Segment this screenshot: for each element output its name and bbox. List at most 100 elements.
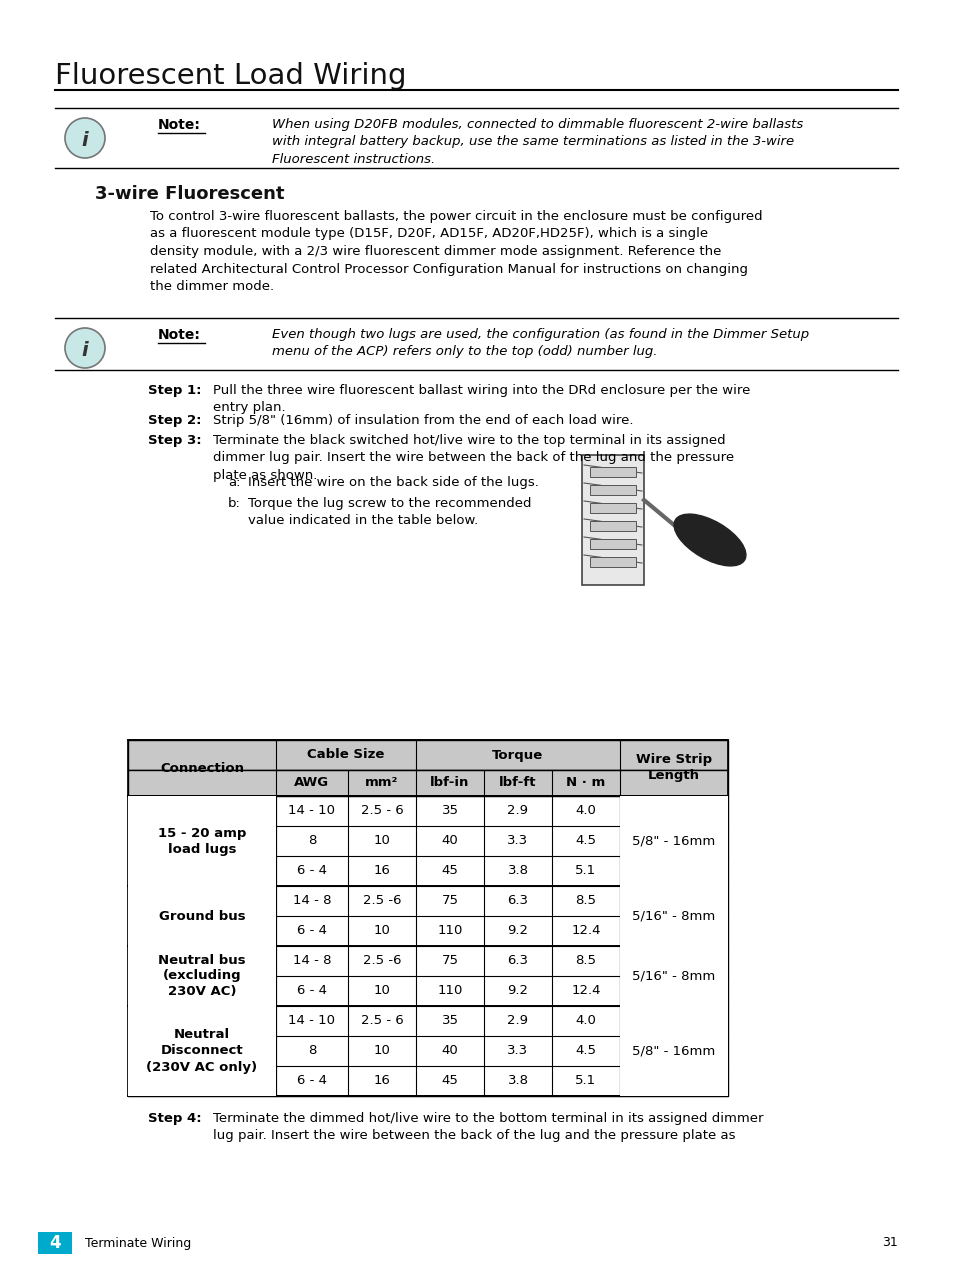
Text: Insert the wire on the back side of the lugs.: Insert the wire on the back side of the … [248, 476, 538, 488]
Text: When using D20FB modules, connected to dimmable fluorescent 2-wire ballasts
with: When using D20FB modules, connected to d… [272, 118, 802, 167]
Text: Terminate Wiring: Terminate Wiring [85, 1236, 191, 1249]
Text: 16: 16 [374, 1075, 390, 1088]
Text: 8.5: 8.5 [575, 894, 596, 907]
Ellipse shape [674, 514, 745, 566]
Text: 8: 8 [308, 1044, 315, 1057]
Text: 10: 10 [374, 1044, 390, 1057]
Bar [619, 796, 727, 887]
Bar [128, 1006, 275, 1096]
Text: a:: a: [228, 476, 240, 488]
Text: 10: 10 [374, 834, 390, 847]
Text: 2.9: 2.9 [507, 804, 528, 818]
Text: Even though two lugs are used, the configuration (as found in the Dimmer Setup
m: Even though two lugs are used, the confi… [272, 328, 808, 359]
Text: Terminate the black switched hot/live wire to the top terminal in its assigned
d: Terminate the black switched hot/live wi… [213, 434, 734, 482]
Text: Step 2:: Step 2: [148, 413, 201, 427]
Circle shape [65, 118, 105, 158]
Text: 110: 110 [436, 925, 462, 937]
Text: Terminate the dimmed hot/live wire to the bottom terminal in its assigned dimmer: Terminate the dimmed hot/live wire to th… [213, 1112, 762, 1142]
Bar [589, 522, 636, 530]
Text: 45: 45 [441, 1075, 458, 1088]
Text: 5/8" - 16mm: 5/8" - 16mm [632, 834, 715, 847]
Bar [619, 887, 727, 946]
Text: 4.5: 4.5 [575, 1044, 596, 1057]
Text: mm²: mm² [365, 776, 398, 790]
Text: 4.0: 4.0 [575, 1015, 596, 1028]
Text: 12.4: 12.4 [571, 925, 600, 937]
Text: Connection: Connection [160, 762, 244, 775]
Bar [128, 887, 275, 946]
Text: 2.5 - 6: 2.5 - 6 [360, 1015, 403, 1028]
Text: Neutral
Disconnect
(230V AC only): Neutral Disconnect (230V AC only) [146, 1029, 257, 1074]
Text: 10: 10 [374, 925, 390, 937]
Bar [38, 1233, 71, 1254]
Text: lbf-in: lbf-in [430, 776, 469, 790]
Text: 6 - 4: 6 - 4 [296, 985, 327, 997]
Text: 6 - 4: 6 - 4 [296, 925, 327, 937]
Text: 14 - 10: 14 - 10 [288, 804, 335, 818]
Text: 14 - 10: 14 - 10 [288, 1015, 335, 1028]
Text: 6 - 4: 6 - 4 [296, 1075, 327, 1088]
Text: 16: 16 [374, 865, 390, 878]
Text: 75: 75 [441, 954, 458, 968]
Text: 6.3: 6.3 [507, 954, 528, 968]
Text: 75: 75 [441, 894, 458, 907]
Text: 3.8: 3.8 [507, 865, 528, 878]
Text: 35: 35 [441, 1015, 458, 1028]
Text: 3-wire Fluorescent: 3-wire Fluorescent [95, 184, 284, 204]
Text: Ground bus: Ground bus [158, 909, 245, 922]
Text: 14 - 8: 14 - 8 [293, 954, 331, 968]
Text: 9.2: 9.2 [507, 985, 528, 997]
Text: 2.9: 2.9 [507, 1015, 528, 1028]
Text: 4: 4 [50, 1234, 61, 1252]
Text: 3.3: 3.3 [507, 1044, 528, 1057]
Text: 5.1: 5.1 [575, 1075, 596, 1088]
Circle shape [65, 328, 105, 368]
Text: 40: 40 [441, 1044, 457, 1057]
Text: Pull the three wire fluorescent ballast wiring into the DRd enclosure per the wi: Pull the three wire fluorescent ballast … [213, 384, 750, 415]
Text: 3.3: 3.3 [507, 834, 528, 847]
Text: Wire Strip
Length: Wire Strip Length [636, 753, 711, 782]
Text: Step 4:: Step 4: [148, 1112, 201, 1124]
Bar [589, 557, 636, 567]
Text: N · m: N · m [566, 776, 605, 790]
Bar [589, 539, 636, 550]
Text: 8.5: 8.5 [575, 954, 596, 968]
Text: AWG: AWG [294, 776, 329, 790]
Bar [128, 946, 275, 1006]
Text: 5.1: 5.1 [575, 865, 596, 878]
Text: 15 - 20 amp
load lugs: 15 - 20 amp load lugs [157, 827, 246, 856]
Text: 45: 45 [441, 865, 458, 878]
Text: Note:: Note: [158, 118, 201, 132]
Text: 6 - 4: 6 - 4 [296, 865, 327, 878]
Text: 14 - 8: 14 - 8 [293, 894, 331, 907]
Text: Strip 5/8" (16mm) of insulation from the end of each load wire.: Strip 5/8" (16mm) of insulation from the… [213, 413, 633, 427]
Bar [581, 455, 643, 585]
Text: 4.5: 4.5 [575, 834, 596, 847]
Bar [128, 796, 275, 887]
Text: Cable Size: Cable Size [307, 748, 384, 762]
Bar [619, 946, 727, 1006]
Text: Step 3:: Step 3: [148, 434, 201, 446]
Text: 2.5 -6: 2.5 -6 [362, 954, 401, 968]
Bar [589, 485, 636, 495]
Text: 31: 31 [882, 1236, 897, 1249]
Text: 2.5 -6: 2.5 -6 [362, 894, 401, 907]
Bar [589, 467, 636, 477]
Text: 5/8" - 16mm: 5/8" - 16mm [632, 1044, 715, 1057]
Text: Note:: Note: [158, 328, 201, 342]
Text: 2.5 - 6: 2.5 - 6 [360, 804, 403, 818]
Bar [128, 796, 727, 1096]
Bar [128, 770, 727, 796]
Text: 40: 40 [441, 834, 457, 847]
Text: 110: 110 [436, 985, 462, 997]
Text: Fluorescent Load Wiring: Fluorescent Load Wiring [55, 62, 406, 90]
Text: 12.4: 12.4 [571, 985, 600, 997]
Text: i: i [82, 341, 89, 360]
Text: 5/16" - 8mm: 5/16" - 8mm [632, 909, 715, 922]
Text: 8: 8 [308, 834, 315, 847]
Text: Neutral bus
(excluding
230V AC): Neutral bus (excluding 230V AC) [158, 954, 246, 999]
Text: Torque: Torque [492, 748, 543, 762]
Text: 10: 10 [374, 985, 390, 997]
Bar [128, 740, 727, 770]
Text: Torque the lug screw to the recommended
value indicated in the table below.: Torque the lug screw to the recommended … [248, 497, 531, 528]
